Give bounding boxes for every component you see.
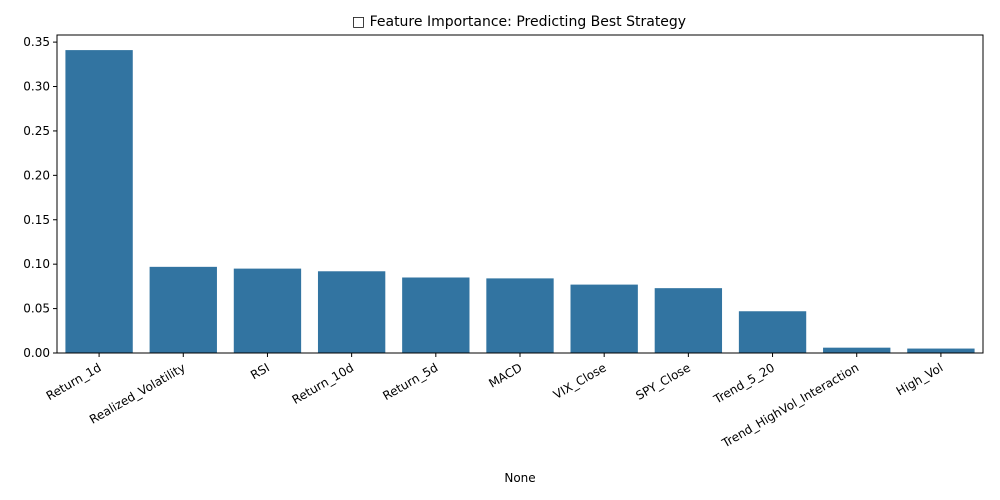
- x-tick-label: VIX_Close: [551, 360, 609, 401]
- bars-group: [65, 50, 975, 354]
- x-axis-label: None: [504, 471, 535, 485]
- x-tick-label: Return_1d: [44, 360, 104, 403]
- y-axis: 0.00 0.05 0.10 0.15 0.20 0.25 0.30 0.35: [23, 35, 57, 360]
- y-tick-label: 0.10: [23, 257, 50, 271]
- y-tick-label: 0.05: [23, 302, 50, 316]
- x-tick-label: MACD: [486, 360, 524, 390]
- bar-macd: [486, 278, 554, 353]
- y-tick-label: 0.20: [23, 168, 50, 182]
- y-tick-label: 0.15: [23, 213, 50, 227]
- bar-return-5d: [402, 277, 470, 353]
- bar-high-vol: [907, 348, 975, 353]
- bar-spy-close: [654, 288, 723, 353]
- bar-return-1d: [65, 50, 133, 354]
- bar-return-10d: [317, 271, 386, 353]
- y-tick-label: 0.25: [23, 124, 50, 138]
- plot-frame: [56, 34, 984, 354]
- bar-rsi: [233, 268, 302, 353]
- x-tick-label: High_Vol: [894, 360, 946, 398]
- x-tick-label: Return_10d: [290, 360, 357, 406]
- bar-trend-5-20: [738, 311, 807, 353]
- bar-trend-highvol-interaction: [823, 347, 891, 353]
- x-tick-label: Return_5d: [380, 360, 440, 403]
- bar-vix-close: [570, 284, 638, 353]
- chart-title: □ Feature Importance: Predicting Best St…: [352, 14, 686, 30]
- x-tick-label: RSI: [248, 360, 272, 382]
- y-tick-label: 0.35: [23, 35, 50, 49]
- x-tick-label: Trend_5_20: [711, 360, 778, 406]
- x-tick-label: Trend_HighVol_Interaction: [719, 360, 862, 450]
- y-tick-label: 0.30: [23, 80, 50, 94]
- x-tick-label: SPY_Close: [633, 360, 692, 402]
- y-tick-label: 0.00: [23, 346, 50, 360]
- bar-realized-volatility: [149, 266, 217, 353]
